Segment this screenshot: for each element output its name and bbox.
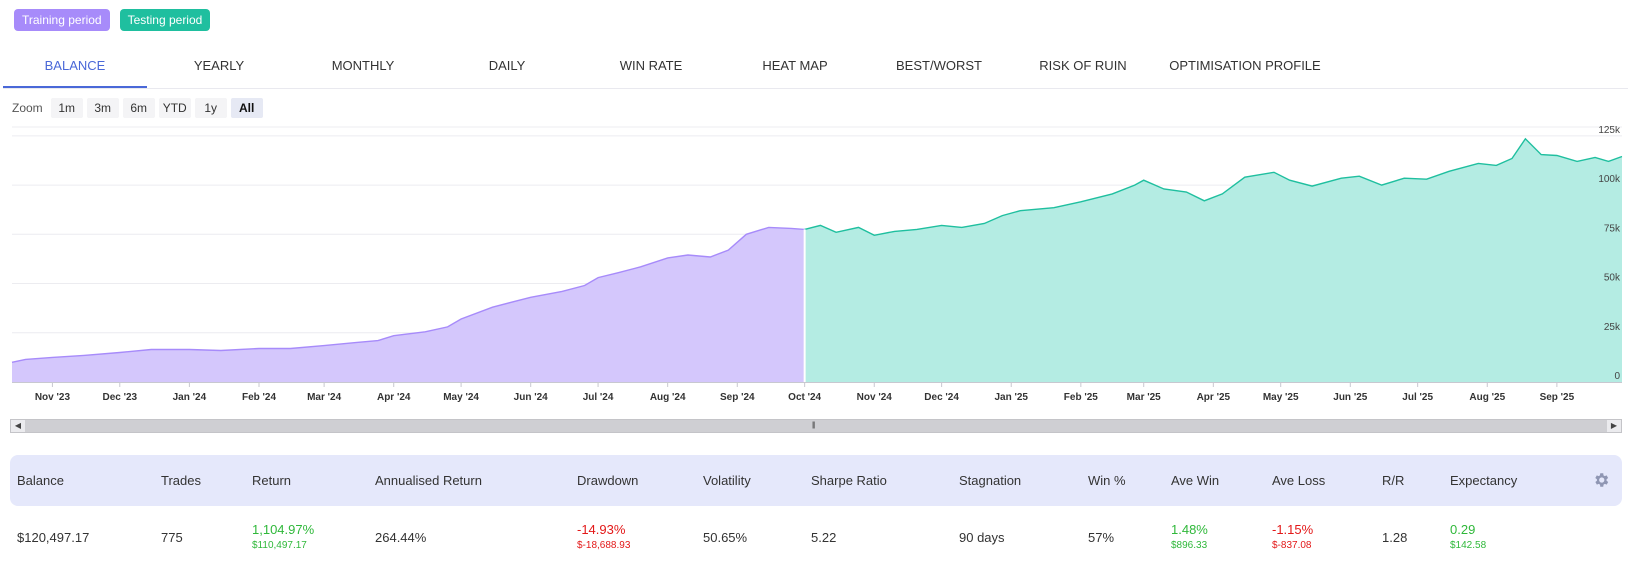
x-axis-ticks: Nov '23 Dec '23 Jan '24 Feb '24 Mar '24 Apr '…	[12, 382, 1622, 403]
header-rr: R/R	[1382, 473, 1405, 488]
x-tick-label: Feb '25	[1064, 392, 1098, 403]
y-axis-ticks: 0 25k 50k 75k 100k 125k	[1598, 126, 1621, 382]
x-tick-label: Jan '24	[173, 392, 207, 403]
area-testing	[804, 138, 1622, 382]
scroll-grip-icon[interactable]: |||	[812, 422, 816, 429]
tab-optimisation-profile[interactable]: OPTIMISATION PROFILE	[1169, 58, 1321, 73]
x-tick-label: Jul '25	[1402, 392, 1433, 403]
active-tab-indicator	[3, 86, 147, 88]
x-tick-label: Nov '24	[857, 392, 893, 403]
value-win-pct: 57%	[1088, 530, 1115, 545]
chart-tabs: BALANCE YEARLY MONTHLY DAILY WIN RATE HE…	[3, 48, 1628, 89]
y-tick-label: 75k	[1604, 223, 1621, 234]
zoom-6m-button[interactable]: 6m	[122, 98, 155, 118]
tab-risk-of-ruin[interactable]: RISK OF RUIN	[1039, 58, 1127, 73]
x-tick-label: Mar '25	[1127, 392, 1162, 403]
x-tick-label: Aug '24	[650, 392, 686, 403]
value-trades: 775	[161, 530, 183, 545]
x-tick-label: Apr '24	[377, 392, 411, 403]
header-ave-loss: Ave Loss	[1272, 473, 1326, 488]
line-training	[11, 226, 805, 363]
value-ave-loss: -1.15% $-837.08	[1272, 522, 1314, 551]
zoom-label: Zoom	[12, 101, 43, 115]
value-stagnation: 90 days	[959, 530, 1005, 545]
zoom-ytd-button[interactable]: YTD	[158, 98, 191, 118]
value-drawdown: -14.93% $-18,688.93	[577, 522, 631, 551]
tab-heat-map[interactable]: HEAT MAP	[762, 58, 828, 73]
x-tick-label: Sep '24	[720, 392, 755, 403]
balance-areas	[11, 137, 1623, 382]
scroll-left-arrow-icon[interactable]: ◀	[11, 420, 25, 432]
zoom-1m-button[interactable]: 1m	[50, 98, 83, 118]
value-sharpe-ratio: 5.22	[811, 530, 837, 545]
stats-header: Balance Trades Return Annualised Return …	[10, 455, 1622, 506]
header-trades: Trades	[161, 473, 201, 488]
value-balance: $120,497.17	[17, 530, 90, 545]
x-tick-label: Dec '24	[924, 392, 959, 403]
stats-values-row: $120,497.17 775 1,104.97% $110,497.17 26…	[10, 512, 1622, 567]
tab-monthly[interactable]: MONTHLY	[331, 58, 395, 73]
period-legend: Training period Testing period	[14, 9, 211, 31]
header-return: Return	[252, 473, 292, 488]
scroll-right-arrow-icon[interactable]: ▶	[1607, 420, 1621, 432]
legend-training-period[interactable]: Training period	[14, 9, 110, 31]
value-return: 1,104.97% $110,497.17	[252, 522, 315, 551]
x-tick-label: Sep '25	[1540, 392, 1575, 403]
header-win-pct: Win %	[1088, 473, 1126, 488]
tab-balance[interactable]: BALANCE	[44, 58, 106, 73]
value-annualised-return: 264.44%	[375, 530, 427, 545]
y-tick-label: 50k	[1604, 273, 1621, 284]
value-ave-win: 1.48% $896.33	[1171, 522, 1208, 551]
header-volatility: Volatility	[703, 473, 751, 488]
x-tick-label: Jan '25	[994, 392, 1028, 403]
zoom-3m-button[interactable]: 3m	[86, 98, 119, 118]
value-rr: 1.28	[1382, 530, 1408, 545]
y-tick-label: 25k	[1604, 322, 1621, 333]
x-tick-label: Aug '25	[1469, 392, 1505, 403]
y-tick-label: 0	[1614, 371, 1620, 382]
x-tick-label: May '24	[443, 392, 479, 403]
zoom-all-button[interactable]: All	[230, 98, 263, 118]
header-annualised-return: Annualised Return	[375, 473, 482, 488]
zoom-1y-button[interactable]: 1y	[194, 98, 227, 118]
y-tick-label: 125k	[1598, 126, 1621, 136]
header-stagnation: Stagnation	[959, 473, 1022, 488]
area-training	[12, 227, 805, 382]
tab-win-rate[interactable]: WIN RATE	[619, 58, 683, 73]
header-expectancy: Expectancy	[1450, 473, 1518, 488]
x-tick-label: Apr '25	[1197, 392, 1231, 403]
y-tick-label: 100k	[1598, 174, 1621, 185]
header-balance: Balance	[17, 473, 64, 488]
header-ave-win: Ave Win	[1171, 473, 1220, 488]
x-tick-label: Feb '24	[242, 392, 276, 403]
x-tick-label: Jun '25	[1333, 392, 1367, 403]
x-tick-label: Dec '23	[102, 392, 137, 403]
x-tick-label: Mar '24	[307, 392, 342, 403]
balance-chart[interactable]: 0 25k 50k 75k 100k 125k Nov '23 Dec '23 Jan '24…	[0, 126, 1632, 416]
tab-best-worst[interactable]: BEST/WORST	[896, 58, 982, 73]
zoom-controls: Zoom 1m 3m 6m YTD 1y All	[12, 98, 263, 118]
x-tick-label: Nov '23	[35, 392, 71, 403]
tab-yearly[interactable]: YEARLY	[193, 58, 245, 73]
x-tick-label: May '25	[1263, 392, 1299, 403]
header-sharpe-ratio: Sharpe Ratio	[811, 473, 887, 488]
line-testing	[804, 137, 1623, 237]
gear-icon[interactable]	[1592, 471, 1610, 489]
header-drawdown: Drawdown	[577, 473, 639, 488]
tab-daily[interactable]: DAILY	[488, 58, 526, 73]
legend-testing-period[interactable]: Testing period	[119, 9, 211, 31]
x-tick-label: Jun '24	[514, 392, 548, 403]
x-tick-label: Oct '24	[788, 392, 821, 403]
value-expectancy: 0.29 $142.58	[1450, 522, 1487, 551]
chart-navigator-scrollbar[interactable]: ◀ ||| ▶	[10, 419, 1622, 433]
x-tick-label: Jul '24	[583, 392, 614, 403]
value-volatility: 50.65%	[703, 530, 748, 545]
